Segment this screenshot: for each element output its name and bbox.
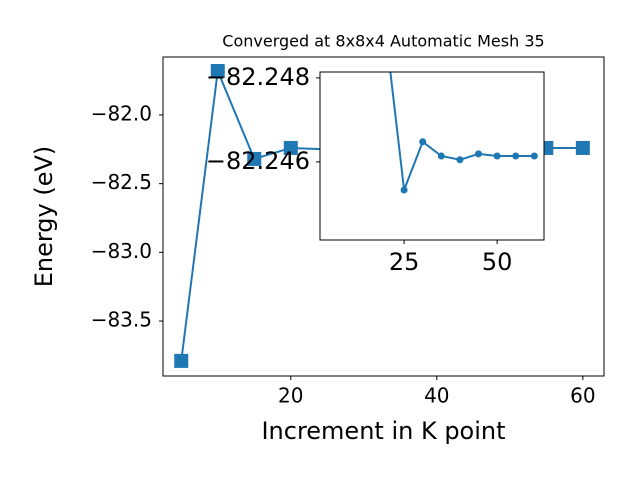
y-tick-label: −82.5 [91,170,152,194]
y-tick-label: −83.5 [91,308,152,332]
x-tick-label: 25 [389,248,420,276]
y-tick-label: −83.0 [91,239,152,263]
marker [493,152,501,160]
marker [283,140,298,155]
x-axis-label: Increment in K point [261,417,505,445]
axes-frame [162,56,605,377]
x-tick-label: 40 [424,384,449,408]
marker [400,186,408,194]
plot-layer [389,72,538,194]
y-tick-label: −82.246 [206,147,310,175]
y-tick-label: −82.248 [206,63,310,91]
marker [247,151,262,166]
marker [174,353,189,368]
y-axis-label: Energy (eV) [30,146,58,288]
x-tick-label: 60 [570,384,595,408]
y-tick-label: −82.0 [91,101,152,125]
x-tick-label: 50 [482,248,513,276]
marker [437,152,445,160]
x-tick-label: 20 [278,384,303,408]
marker [512,152,520,160]
marker [475,150,483,158]
axes-frame [319,71,545,241]
marker [210,64,225,79]
marker [456,156,464,164]
chart-title: Converged at 8x8x4 Automatic Mesh 35 [222,32,544,51]
marker [575,140,590,155]
marker [419,138,427,146]
marker [530,152,538,160]
